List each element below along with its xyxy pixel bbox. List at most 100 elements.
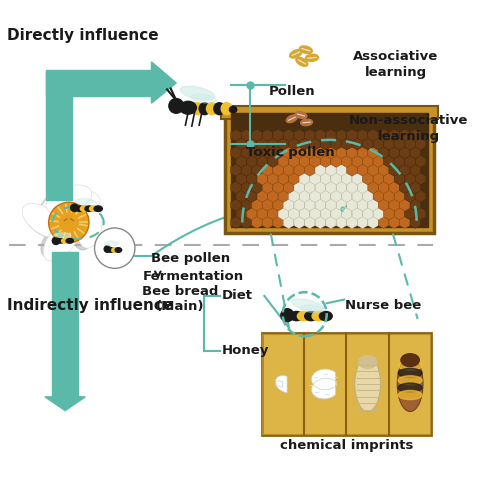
Polygon shape: [273, 199, 283, 211]
Polygon shape: [294, 146, 304, 158]
Circle shape: [281, 308, 294, 322]
Polygon shape: [268, 208, 278, 220]
Ellipse shape: [397, 356, 423, 412]
Polygon shape: [410, 182, 420, 194]
Polygon shape: [415, 190, 426, 202]
Ellipse shape: [398, 361, 422, 370]
Polygon shape: [236, 190, 246, 202]
Polygon shape: [336, 130, 347, 141]
Polygon shape: [389, 199, 400, 211]
Polygon shape: [278, 156, 289, 168]
Polygon shape: [378, 130, 389, 141]
Circle shape: [169, 98, 184, 114]
Polygon shape: [378, 199, 389, 211]
Ellipse shape: [22, 204, 64, 238]
Ellipse shape: [214, 102, 225, 115]
Polygon shape: [262, 199, 273, 211]
Polygon shape: [275, 376, 287, 392]
Ellipse shape: [54, 233, 71, 237]
Polygon shape: [268, 138, 278, 150]
Polygon shape: [389, 164, 400, 176]
Text: Bee pollen: Bee pollen: [151, 252, 230, 265]
Ellipse shape: [38, 188, 72, 230]
Polygon shape: [151, 62, 176, 103]
Ellipse shape: [80, 206, 89, 212]
Polygon shape: [283, 199, 294, 211]
Ellipse shape: [53, 190, 100, 215]
Ellipse shape: [398, 390, 422, 400]
Polygon shape: [278, 138, 289, 150]
Bar: [263, 334, 303, 434]
Polygon shape: [257, 190, 268, 202]
Polygon shape: [347, 182, 357, 194]
Polygon shape: [289, 190, 299, 202]
Ellipse shape: [398, 376, 422, 385]
Polygon shape: [305, 130, 315, 141]
Polygon shape: [315, 146, 325, 158]
Polygon shape: [410, 199, 420, 211]
Polygon shape: [299, 190, 309, 202]
Polygon shape: [336, 216, 347, 228]
Polygon shape: [231, 146, 241, 158]
Text: Associative
learning: Associative learning: [353, 50, 439, 79]
Ellipse shape: [221, 102, 232, 115]
Polygon shape: [236, 173, 246, 185]
Polygon shape: [405, 156, 415, 168]
Polygon shape: [410, 130, 420, 141]
Circle shape: [49, 202, 89, 242]
Text: Fermentation: Fermentation: [142, 270, 243, 283]
Ellipse shape: [108, 248, 114, 252]
Polygon shape: [283, 146, 294, 158]
Ellipse shape: [62, 238, 69, 243]
Polygon shape: [45, 397, 85, 410]
Polygon shape: [246, 138, 257, 150]
Polygon shape: [362, 208, 373, 220]
Polygon shape: [283, 216, 294, 228]
Circle shape: [94, 228, 135, 268]
Polygon shape: [252, 182, 262, 194]
Polygon shape: [305, 216, 315, 228]
Polygon shape: [347, 146, 357, 158]
Polygon shape: [357, 146, 368, 158]
Polygon shape: [236, 138, 246, 150]
Polygon shape: [342, 138, 352, 150]
Polygon shape: [241, 216, 252, 228]
Polygon shape: [246, 173, 257, 185]
Polygon shape: [278, 173, 289, 185]
Polygon shape: [336, 199, 347, 211]
Polygon shape: [331, 190, 341, 202]
Ellipse shape: [398, 383, 422, 392]
Polygon shape: [384, 208, 394, 220]
Polygon shape: [257, 138, 268, 150]
Polygon shape: [384, 173, 394, 185]
Polygon shape: [315, 164, 325, 176]
Polygon shape: [268, 173, 278, 185]
Polygon shape: [231, 164, 241, 176]
Polygon shape: [321, 190, 331, 202]
Polygon shape: [241, 146, 252, 158]
Polygon shape: [410, 216, 420, 228]
Polygon shape: [362, 173, 373, 185]
Ellipse shape: [286, 115, 297, 122]
Polygon shape: [246, 190, 257, 202]
Polygon shape: [347, 130, 357, 141]
Bar: [46, 70, 151, 96]
Polygon shape: [368, 130, 378, 141]
Polygon shape: [362, 156, 373, 168]
Polygon shape: [262, 130, 273, 141]
Ellipse shape: [305, 312, 318, 320]
Polygon shape: [415, 173, 426, 185]
Polygon shape: [384, 156, 394, 168]
Polygon shape: [331, 156, 341, 168]
Ellipse shape: [46, 185, 92, 214]
Polygon shape: [400, 182, 410, 194]
Ellipse shape: [41, 220, 78, 258]
Polygon shape: [273, 146, 283, 158]
Ellipse shape: [94, 206, 102, 212]
Polygon shape: [294, 182, 304, 194]
Polygon shape: [357, 130, 368, 141]
Text: Non-associative
learning: Non-associative learning: [349, 114, 468, 143]
Polygon shape: [262, 182, 273, 194]
Polygon shape: [378, 182, 389, 194]
Polygon shape: [331, 173, 341, 185]
